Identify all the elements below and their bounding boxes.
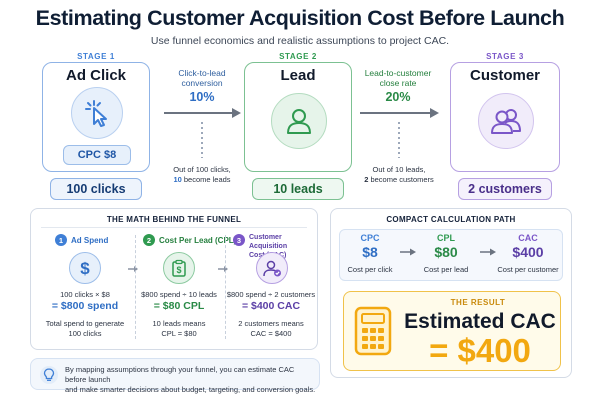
page-title: Estimating Customer Acquisition Cost Bef… [35,6,565,30]
svg-text:$: $ [80,259,90,277]
user-check-icon [256,252,288,284]
conversion-1-note: Out of 100 clicks, 10 become leads [158,165,246,185]
dotted-connector [201,122,203,158]
conversion-2-note-rest: become customers [368,175,434,184]
stage-1-count: 100 clicks [50,178,142,200]
compact-cac-value: $400 [512,244,544,260]
step-1-description: Total spend to generate 100 clicks [35,319,135,339]
stage-3-count: 2 customers [458,178,552,200]
math-panel: THE MATH BEHIND THE FUNNEL 1 Ad Spend $ … [30,208,318,350]
result-title: Estimated CAC [404,310,556,333]
divider [41,227,307,228]
people-icon [478,93,534,149]
arrow-right-icon [400,248,416,256]
compact-cpc-value: $8 [362,244,378,260]
compact-path-title: COMPACT CALCULATION PATH [386,215,516,224]
compact-cpl-head: CPL [437,233,455,243]
step-1-formula: 100 clicks × $8 [60,290,110,299]
compact-cac-desc: Cost per customer [497,265,559,274]
step-2-badge: 2 [143,234,155,246]
arrow-right-icon [128,266,138,272]
compact-path-row [339,229,563,281]
lightbulb-icon [39,365,59,385]
conversion-2-note: Out of 10 leads, 2 become customers [352,165,446,185]
stage-3-label: STAGE 3 [486,52,524,61]
step-3-result: = $400 CAC [241,300,301,312]
conversion-2-label-line1: Lead-to-customer [364,68,432,78]
svg-text:$: $ [176,265,181,275]
stage-2-count: 10 leads [252,178,344,200]
step-3-description-line2: CAC = $400 [250,329,292,338]
conversion-1-label: Click-to-lead conversion [160,68,244,88]
step-1-heading: Ad Spend [71,236,127,245]
stage-2-card: Lead [244,62,352,172]
conversion-2-note-count: 2 [364,175,369,184]
step-1-result: = $800 spend [51,300,119,312]
conversion-2-note-line2: 2 become customers [352,175,446,185]
stage-1-name: Ad Click [65,67,126,84]
stage-1-card: Ad Click CPC $8 [42,62,150,172]
stage-1-label: STAGE 1 [77,52,115,61]
arrow-right-icon [360,108,439,118]
conversion-1-note-line1: Out of 100 clicks, [173,165,231,174]
step-1-badge: 1 [55,234,67,246]
math-panel-title: THE MATH BEHIND THE FUNNEL [106,215,242,224]
conversion-2-percent: 20% [385,90,411,104]
compact-cac-head: CAC [518,233,538,243]
step-3-description-line1: 2 customers means [238,319,304,328]
step-3-description: 2 customers means CAC = $400 [225,319,317,339]
conversion-1-label-line2: conversion [181,78,223,88]
person-icon [271,93,327,149]
cpc-badge: CPC $8 [63,145,131,165]
conversion-1-percent: 10% [189,90,215,104]
step-2-result: = $80 CPL [153,300,205,312]
page-subtitle: Use funnel economics and realistic assum… [150,35,450,47]
conversion-2-label: Lead-to-customer close rate [354,68,442,88]
step-2-description-line2: CPL = $80 [161,329,197,338]
stage-2-name: Lead [280,67,316,84]
step-2-heading-line1: Cost Per Lead (CPL) [159,236,237,245]
result-box: THE RESULT Estimated CAC = $400 [343,291,561,371]
column-divider [135,235,136,339]
conversion-1-note-line2: 10 become leads [158,175,246,185]
dotted-connector [398,122,400,158]
dollar-icon: $ [69,252,101,284]
insight-text-line1: By mapping assumptions through your funn… [65,365,295,384]
compact-path-panel: COMPACT CALCULATION PATH CPC $8 Cost per… [330,208,572,378]
stage-2-label: STAGE 2 [279,52,317,61]
step-2-description-line1: 10 leads means [152,319,206,328]
step-3-formula: $800 spend ÷ 2 customers [226,290,316,299]
step-2-heading: Cost Per Lead (CPL) [159,236,243,245]
result-value: = $400 [429,332,531,369]
result-label: THE RESULT [450,298,506,307]
step-2-description: 10 leads means CPL = $80 [135,319,223,339]
conversion-1-note-count: 10 [173,175,182,184]
stage-3-card: Customer [450,62,560,172]
step-1-description-line1: Total spend to generate [45,319,125,328]
arrow-right-icon [218,266,228,272]
insight-text: By mapping assumptions through your funn… [65,365,317,395]
compact-cpl-value: $80 [434,244,458,260]
step-3-badge: 3 [233,234,245,246]
step-2-formula: $800 spend ÷ 10 leads [141,290,217,299]
compact-cpl-desc: Cost per lead [423,265,469,274]
arrow-right-icon [164,108,241,118]
calculator-icon [354,306,392,356]
conversion-2-note-line1: Out of 10 leads, [372,165,426,174]
conversion-1-label-line1: Click-to-lead [178,68,226,78]
insight-text-line2: and make smarter decisions about budget,… [65,385,316,394]
conversion-1-note-rest: become leads [181,175,231,184]
clipboard-dollar-icon: $ [163,252,195,284]
column-divider [225,235,226,339]
conversion-2-label-line2: close rate [379,78,417,88]
arrow-right-icon [480,248,496,256]
step-1-heading-line1: Ad Spend [71,236,109,245]
compact-cpc-desc: Cost per click [347,265,393,274]
stage-3-name: Customer [469,67,540,84]
insight-note: By mapping assumptions through your funn… [30,358,320,394]
compact-cpc-head: CPC [360,233,380,243]
step-3-heading-line1: Customer Acquisition [249,234,288,250]
cursor-click-icon [71,87,123,139]
step-1-description-line2: 100 clicks [68,329,102,338]
